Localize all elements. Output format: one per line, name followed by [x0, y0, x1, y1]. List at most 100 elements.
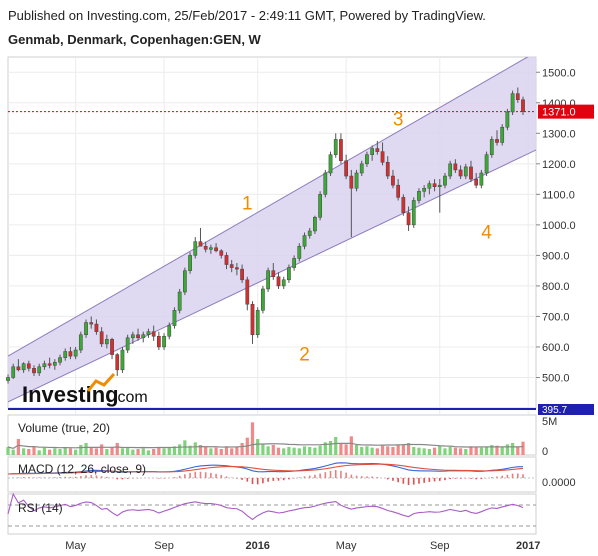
candle-body: [130, 334, 135, 339]
volume-bar: [120, 448, 125, 455]
wave-labels: 1 2 3 4: [242, 110, 492, 366]
candle-body: [307, 230, 312, 236]
price-tick-label: 1300.0: [542, 128, 576, 140]
candle-body: [432, 183, 437, 187]
candle-body: [115, 354, 120, 371]
candle-body: [89, 322, 94, 325]
candle-body: [266, 270, 270, 290]
candle-body: [396, 184, 401, 198]
volume-bar: [495, 445, 499, 455]
candle-body: [32, 368, 36, 374]
candle-body: [354, 172, 359, 189]
volume-bar: [432, 447, 437, 455]
price-tick-label: 900.0: [542, 250, 570, 262]
logo-suffix: .com: [113, 389, 148, 406]
candle-body: [458, 169, 463, 177]
volume-bar: [89, 447, 93, 455]
candle-body: [78, 334, 83, 351]
candle-body: [359, 163, 364, 174]
volume-bar: [136, 449, 140, 455]
candle-body: [47, 363, 52, 366]
candle-body: [479, 172, 484, 186]
volume-bar: [521, 441, 525, 455]
volume-bar: [500, 447, 504, 455]
volume-bar: [79, 445, 83, 455]
candle-body: [224, 255, 229, 265]
volume-bar: [328, 441, 333, 455]
candle-body: [281, 279, 286, 287]
volume-bar: [152, 449, 156, 455]
volume-bar: [198, 445, 203, 455]
volume-bar: [21, 448, 26, 455]
candle-body: [162, 336, 166, 348]
volume-bar: [188, 445, 192, 455]
candle-body: [84, 322, 88, 335]
volume-bar: [240, 443, 244, 455]
volume-bar: [380, 445, 385, 455]
volume-bar: [224, 446, 229, 455]
candle-body: [235, 267, 239, 270]
candle-body: [437, 184, 442, 187]
candle-body: [375, 148, 380, 152]
volume-bar: [141, 448, 145, 455]
macd-histogram: [12, 470, 524, 486]
price-axis: 1500.01400.01300.01200.01100.01000.0900.…: [536, 67, 576, 384]
volume-bar: [453, 447, 457, 455]
candle-body: [510, 93, 515, 113]
volume-bar: [42, 447, 47, 455]
volume-bar: [334, 437, 338, 455]
candle-body: [136, 334, 140, 339]
candle-body: [16, 366, 21, 371]
time-axis: May Sep 2016 May Sep 2017: [65, 540, 540, 552]
candle-body: [42, 363, 47, 368]
volume-bar: [131, 449, 135, 455]
price-tick-label: 500.0: [542, 372, 570, 384]
candle-body: [146, 331, 151, 335]
volume-bar: [58, 449, 62, 455]
volume-bar: [126, 447, 130, 455]
volume-bar: [214, 447, 218, 455]
volume-bar: [302, 446, 307, 455]
volume-bar: [464, 449, 468, 455]
volume-bar: [417, 447, 421, 455]
candle-body: [245, 279, 250, 305]
candle-body: [344, 160, 348, 177]
time-tick-label: May: [65, 540, 86, 552]
candle-body: [255, 310, 260, 335]
candle-body: [489, 139, 494, 155]
candle-body: [193, 241, 198, 256]
volume-bar: [105, 449, 109, 455]
volume-bar: [276, 447, 281, 455]
wave-label-3: 3: [393, 110, 404, 131]
volume-bar: [375, 448, 379, 455]
volume-bar: [157, 447, 161, 455]
volume-bar: [68, 448, 73, 455]
rsi-panel: [7, 493, 537, 535]
volume-bar: [204, 447, 208, 455]
volume-bar: [167, 447, 171, 455]
candle-body: [521, 99, 525, 112]
candle-body: [214, 247, 218, 252]
candle-body: [474, 178, 479, 186]
volume-bar: [297, 448, 301, 455]
volume-bar: [308, 447, 312, 455]
volume-bar: [287, 447, 291, 455]
volume-ma-line: [7, 442, 524, 449]
volume-bar: [53, 448, 57, 455]
bottom-cut-label: 395.7: [542, 405, 567, 416]
trend-channel: [8, 57, 536, 402]
volume-bars: [6, 422, 525, 455]
wave-label-2: 2: [299, 345, 310, 366]
price-tick-label: 800.0: [542, 281, 570, 293]
candle-body: [177, 291, 182, 311]
volume-bar: [443, 448, 447, 455]
volume-bar: [178, 444, 182, 455]
price-tick-label: 700.0: [542, 311, 570, 323]
candle-body: [94, 323, 99, 332]
logo-arrow-icon: [86, 372, 116, 392]
candle-body: [229, 264, 234, 268]
candle-body: [427, 183, 432, 189]
candle-body: [505, 111, 510, 128]
volume-bar: [365, 446, 369, 455]
